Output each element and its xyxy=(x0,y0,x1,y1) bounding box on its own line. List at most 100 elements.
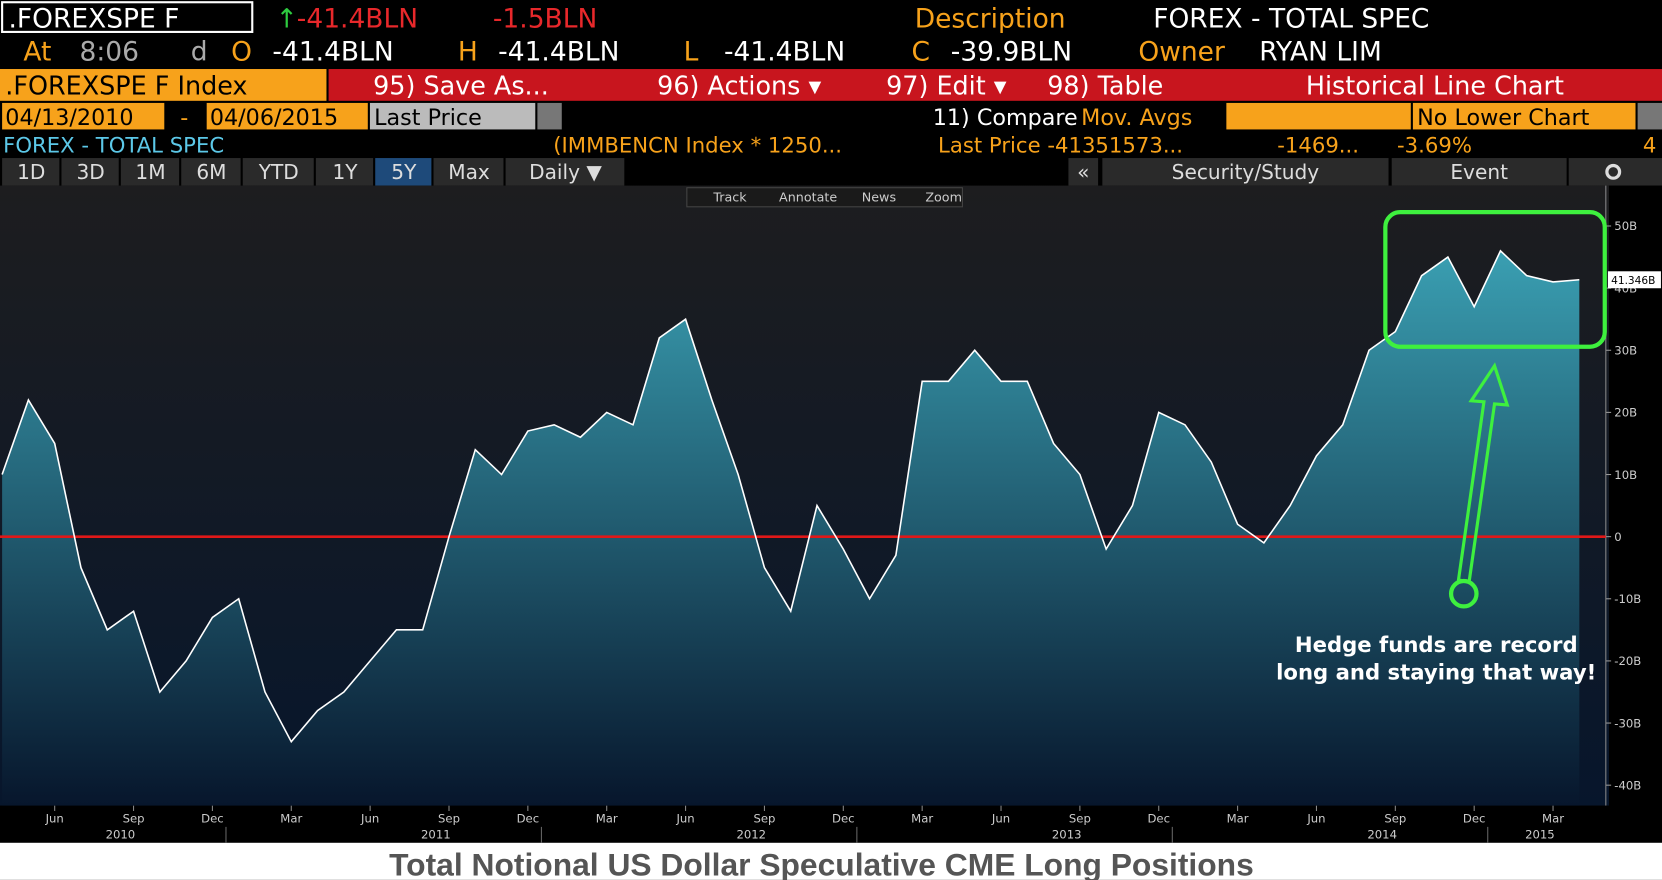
x-axis-band xyxy=(0,805,1662,843)
x-tick-label: Dec xyxy=(832,812,855,826)
legend-pct: -3.69% xyxy=(1397,133,1472,158)
button-label: 5Y xyxy=(391,160,417,184)
dropdown[interactable] xyxy=(1637,102,1662,130)
arrow xyxy=(1456,362,1510,584)
date-field[interactable] xyxy=(2,102,165,130)
x-tick-label: Mar xyxy=(280,812,302,826)
x-tick-label: Dec xyxy=(201,812,224,826)
settings-button[interactable] xyxy=(1568,158,1662,186)
button-label: YTD xyxy=(258,160,299,184)
x-year-label: 2013 xyxy=(1052,828,1082,842)
change: -41.4BLN xyxy=(297,4,418,35)
y-tick-label: 0 xyxy=(1614,530,1621,544)
field: Last Price xyxy=(374,105,482,131)
tool[interactable]: Zoom xyxy=(925,190,962,205)
x-year-label: 2015 xyxy=(1525,828,1555,842)
button-label: Security/Study xyxy=(1172,160,1320,184)
button-label: 3D xyxy=(76,160,104,184)
value: -39.9BLN xyxy=(951,37,1072,68)
menu-bar xyxy=(328,69,1662,101)
legend-formula: (IMMBENCN Index * 1250... xyxy=(553,133,842,158)
x-tick-label: Mar xyxy=(911,812,933,826)
y-tick-label: 10B xyxy=(1614,468,1637,482)
x-tick-label: Sep xyxy=(1069,812,1091,826)
period-buttons: 1D 3D 1M 6M YTD 1Y 5Y Max Daily ▼ « Security/Study… xyxy=(2,158,1662,186)
x-year-label: 2011 xyxy=(421,828,451,842)
period-button[interactable] xyxy=(181,158,241,186)
period-button[interactable] xyxy=(433,158,504,186)
last-value-box xyxy=(1607,271,1661,289)
annotation: Hedge funds are record xyxy=(1295,632,1578,657)
menu-item[interactable]: 95) Save As... xyxy=(373,70,549,100)
x-tick-label: Mar xyxy=(596,812,618,826)
tool[interactable]: Annotate xyxy=(779,190,837,205)
period-button[interactable] xyxy=(375,158,432,186)
average-fields[interactable] xyxy=(1226,102,1411,130)
security-cell[interactable] xyxy=(0,69,327,101)
ticker-box[interactable] xyxy=(1,1,254,33)
period-button[interactable] xyxy=(61,158,119,186)
menu-item[interactable]: 97) Edit ▾ xyxy=(886,70,1007,100)
start-date: 04/13/2010 xyxy=(5,105,133,131)
side-button[interactable] xyxy=(1102,158,1389,186)
label: C xyxy=(912,37,931,68)
label: d xyxy=(191,37,208,68)
side-button[interactable] xyxy=(1391,158,1567,186)
field-select[interactable] xyxy=(369,102,536,130)
compare[interactable]: 11) Compare xyxy=(933,105,1078,131)
period-button[interactable] xyxy=(2,158,60,186)
x-tick-label: Jun xyxy=(991,812,1010,826)
label: L xyxy=(684,37,699,68)
axis-strip xyxy=(1609,185,1662,806)
date-field[interactable] xyxy=(206,102,368,130)
view-name: Historical Line Chart xyxy=(1306,70,1564,100)
y-tick-label: -30B xyxy=(1614,716,1641,730)
ticker: .FOREXSPE F xyxy=(8,4,179,35)
end-date: 04/06/2015 xyxy=(210,105,338,131)
y-tick-label: -10B xyxy=(1614,592,1641,606)
side-button[interactable] xyxy=(1068,158,1099,186)
dropdown[interactable] xyxy=(537,102,562,130)
x-tick-label: Jun xyxy=(1306,812,1325,826)
x-tick-label: Jun xyxy=(360,812,379,826)
description: FOREX - TOTAL SPEC xyxy=(1153,4,1429,35)
menu-item[interactable]: 98) Table xyxy=(1047,70,1163,100)
button-label: 1Y xyxy=(332,160,358,184)
x-tick-label: Sep xyxy=(753,812,775,826)
x-tick-label: Dec xyxy=(517,812,540,826)
y-tick-label: -40B xyxy=(1614,778,1641,792)
period-button[interactable] xyxy=(120,158,180,186)
tool[interactable]: News xyxy=(862,190,896,205)
period-button[interactable] xyxy=(242,158,314,186)
button-label: Max xyxy=(448,160,490,184)
x-tick-label: Jun xyxy=(675,812,694,826)
value-label: 41.346B xyxy=(1611,275,1655,287)
legend-last: Last Price -41351573... xyxy=(938,133,1183,158)
label: O xyxy=(231,37,252,68)
y-tick-label: 50B xyxy=(1614,219,1637,233)
value: -41.4BLN xyxy=(498,37,619,68)
button-label: Event xyxy=(1450,160,1508,184)
averages[interactable]: Mov. Avgs xyxy=(1081,105,1192,131)
lower-chart-select[interactable] xyxy=(1412,102,1636,130)
highlight-box xyxy=(1383,209,1607,349)
button-label: 1M xyxy=(135,160,165,184)
value: -41.4BLN xyxy=(724,37,845,68)
y-tick-label: 20B xyxy=(1614,406,1637,420)
x-tick-label: Jun xyxy=(45,812,64,826)
lower-chart: No Lower Chart xyxy=(1417,105,1589,131)
x-tick-label: Dec xyxy=(1147,812,1170,826)
period-button[interactable] xyxy=(505,158,625,186)
tool[interactable]: Track xyxy=(712,190,747,205)
x-year-label: 2014 xyxy=(1367,828,1397,842)
period-button[interactable] xyxy=(315,158,374,186)
y-tick-label: -20B xyxy=(1614,654,1641,668)
gear-icon xyxy=(1605,163,1622,180)
menu-item[interactable]: 96) Actions ▾ xyxy=(657,70,821,100)
x-year-label: 2012 xyxy=(736,828,766,842)
change-arrow: ↑ xyxy=(276,4,298,35)
value: -41.4BLN xyxy=(272,37,393,68)
label: H xyxy=(458,37,478,68)
label: Owner xyxy=(1138,37,1225,68)
